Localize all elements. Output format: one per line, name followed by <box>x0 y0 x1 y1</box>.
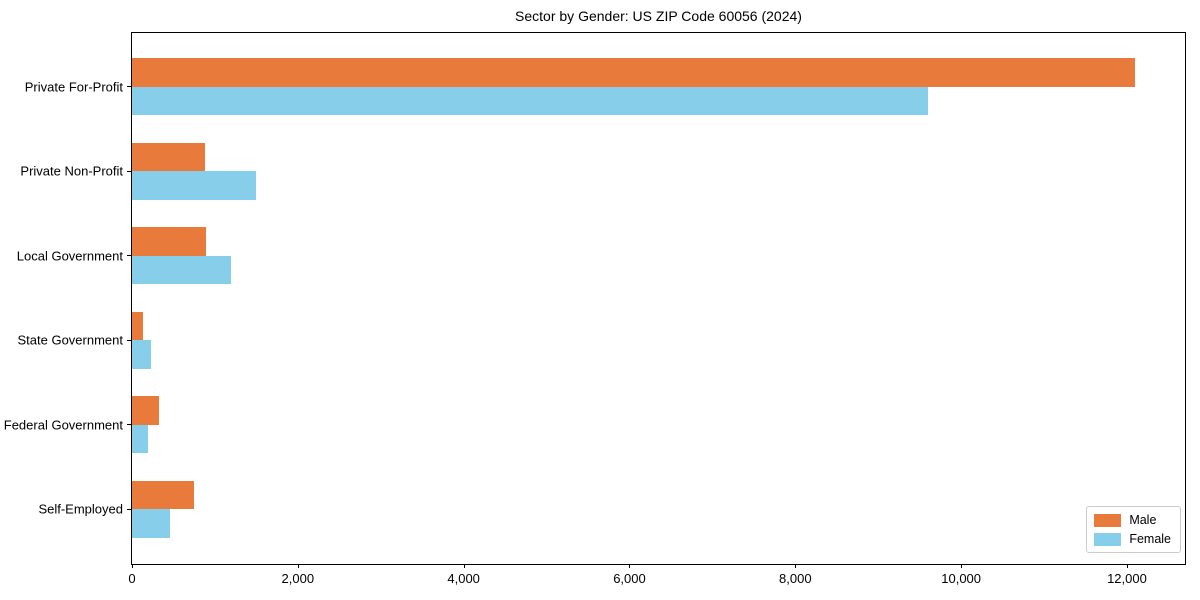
bar-female-4 <box>132 424 148 454</box>
chart-title: Sector by Gender: US ZIP Code 60056 (202… <box>515 8 802 24</box>
bar-male-2 <box>132 227 206 256</box>
bar-female-3 <box>132 340 152 369</box>
bar-male-1 <box>132 142 205 172</box>
bar-female-1 <box>132 171 256 200</box>
x-tick <box>1126 564 1128 568</box>
y-tick <box>127 339 131 341</box>
y-axis-label: Private For-Profit <box>24 79 123 95</box>
y-axis-label: State Government <box>17 332 124 348</box>
bar-male-0 <box>132 58 1136 87</box>
x-tick <box>463 564 465 568</box>
y-tick <box>127 508 131 510</box>
bar-female-2 <box>132 255 232 285</box>
x-tick <box>297 564 299 568</box>
x-tick-label: 10,000 <box>941 571 982 586</box>
bar-female-0 <box>132 86 928 116</box>
y-axis-label: Private Non-Profit <box>20 163 123 179</box>
legend-swatch-female <box>1094 532 1122 546</box>
legend: Male Female <box>1086 506 1181 553</box>
x-tick-label: 0 <box>128 571 136 586</box>
legend-swatch-male <box>1094 513 1122 527</box>
y-tick <box>127 170 131 172</box>
x-tick-label: 4,000 <box>447 571 480 586</box>
legend-label-female: Female <box>1129 532 1171 546</box>
y-tick <box>127 424 131 426</box>
y-tick <box>127 86 131 88</box>
bar-male-4 <box>132 396 159 425</box>
y-axis-label: Self-Employed <box>38 501 123 517</box>
y-axis-label: Local Government <box>16 248 123 264</box>
x-tick-label: 8,000 <box>779 571 812 586</box>
y-axis-label: Federal Government <box>3 417 123 433</box>
x-tick <box>132 564 133 568</box>
bar-male-3 <box>132 311 143 341</box>
x-tick-label: 6,000 <box>613 571 646 586</box>
x-tick <box>795 564 797 568</box>
y-tick <box>127 255 131 257</box>
x-tick <box>629 564 631 568</box>
bar-male-5 <box>132 480 195 509</box>
plot-area: Male Female Private For-Profit Private No… <box>4 32 1186 586</box>
x-tick-label: 12,000 <box>1107 571 1147 586</box>
legend-item-female: Female <box>1094 532 1171 546</box>
x-tick-label: 2,000 <box>281 571 315 586</box>
x-tick <box>961 564 963 568</box>
legend-label-male: Male <box>1129 513 1157 527</box>
bar-female-5 <box>132 509 171 538</box>
legend-item-male: Male <box>1094 513 1171 527</box>
